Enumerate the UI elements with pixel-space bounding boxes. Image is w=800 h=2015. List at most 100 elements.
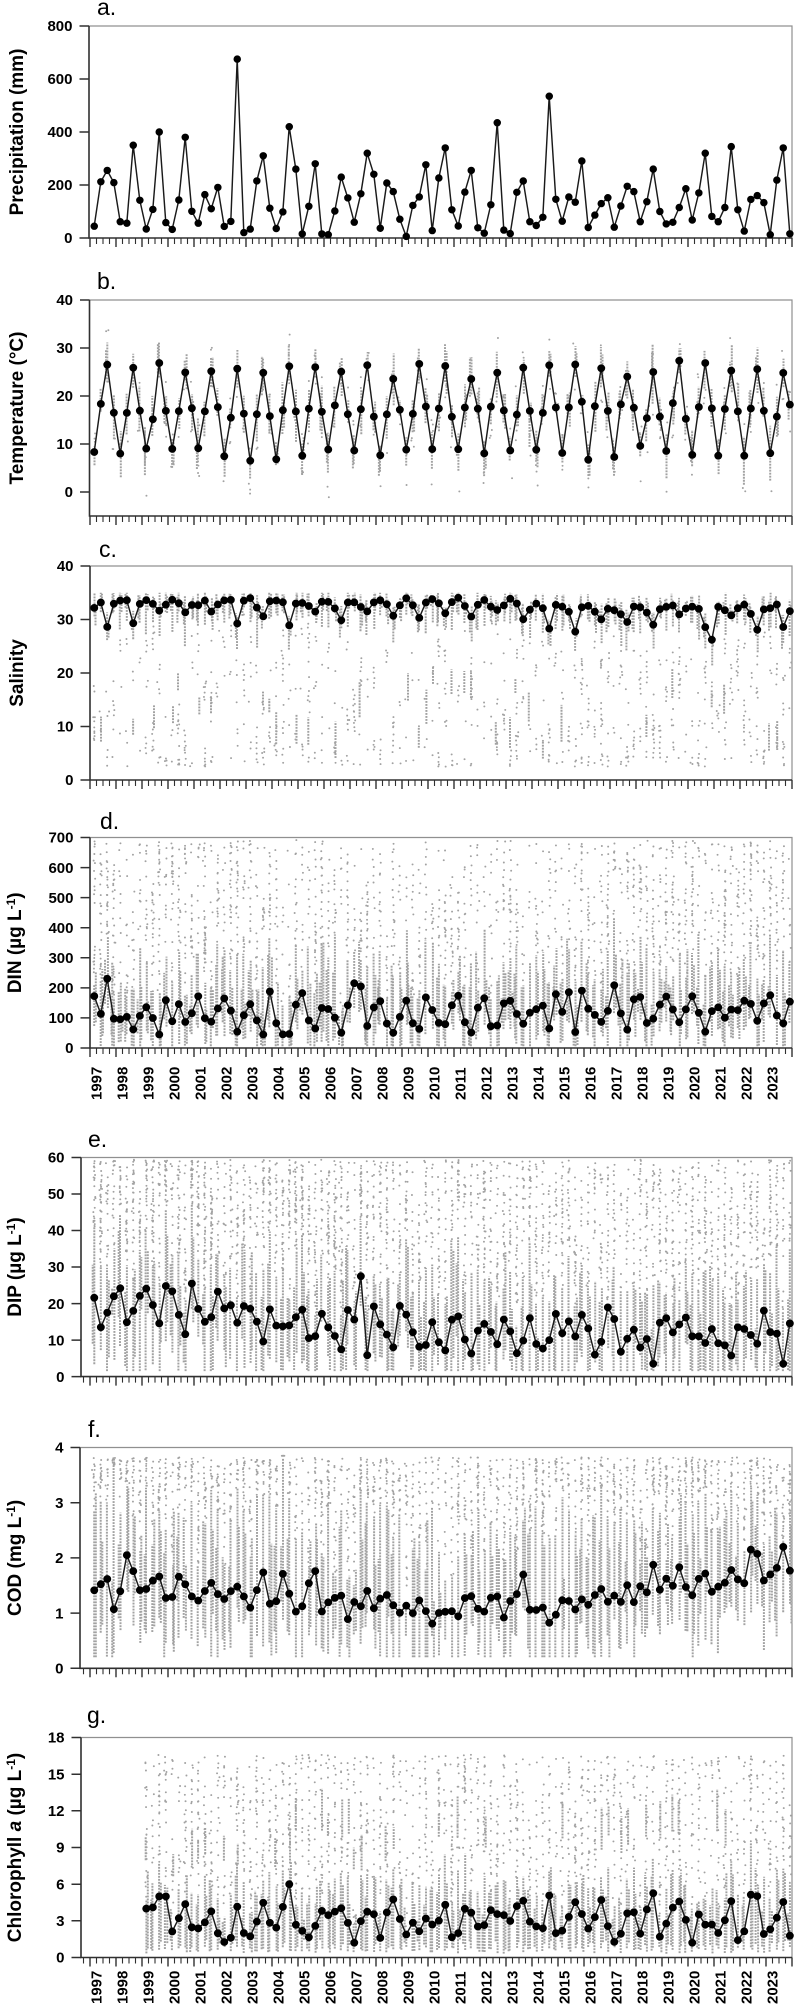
svg-text:6: 6 xyxy=(56,1876,64,1893)
svg-text:2010: 2010 xyxy=(427,1067,444,1100)
svg-text:2001: 2001 xyxy=(193,1067,210,1100)
svg-text:2018: 2018 xyxy=(635,1067,652,1100)
svg-text:30: 30 xyxy=(48,1259,65,1276)
svg-text:2018: 2018 xyxy=(635,1971,652,2004)
svg-text:d.: d. xyxy=(100,808,119,834)
svg-text:0: 0 xyxy=(65,772,73,789)
svg-text:a.: a. xyxy=(97,0,116,20)
svg-text:0: 0 xyxy=(56,1950,64,1967)
svg-text:2017: 2017 xyxy=(609,1067,626,1100)
svg-text:Precipitation (mm): Precipitation (mm) xyxy=(7,49,28,216)
svg-text:0: 0 xyxy=(65,484,73,501)
svg-text:20: 20 xyxy=(48,1296,65,1313)
svg-text:200: 200 xyxy=(48,980,73,997)
svg-text:1999: 1999 xyxy=(141,1067,158,1100)
svg-text:2021: 2021 xyxy=(713,1971,730,2004)
svg-text:30: 30 xyxy=(56,340,73,357)
svg-text:300: 300 xyxy=(48,950,73,967)
svg-text:2012: 2012 xyxy=(479,1067,496,1100)
svg-text:Temperature (°C): Temperature (°C) xyxy=(7,332,28,485)
svg-text:2015: 2015 xyxy=(557,1067,574,1100)
svg-text:2002: 2002 xyxy=(219,1971,236,2004)
svg-text:2007: 2007 xyxy=(349,1067,366,1100)
svg-text:1: 1 xyxy=(55,1605,63,1622)
svg-text:1999: 1999 xyxy=(141,1971,158,2004)
svg-text:c.: c. xyxy=(99,536,117,562)
svg-text:2015: 2015 xyxy=(557,1971,574,2004)
svg-text:2006: 2006 xyxy=(323,1067,340,1100)
svg-text:b.: b. xyxy=(97,268,116,294)
svg-text:0: 0 xyxy=(65,1040,73,1057)
svg-text:f.: f. xyxy=(88,1416,101,1442)
svg-text:600: 600 xyxy=(48,860,73,877)
svg-text:100: 100 xyxy=(48,1010,73,1027)
svg-text:0: 0 xyxy=(56,1369,64,1386)
svg-text:2020: 2020 xyxy=(687,1971,704,2004)
svg-text:2000: 2000 xyxy=(167,1971,184,2004)
svg-text:1997: 1997 xyxy=(89,1971,106,2004)
svg-text:800: 800 xyxy=(47,18,72,35)
svg-text:4: 4 xyxy=(55,1440,64,1457)
svg-text:2016: 2016 xyxy=(583,1067,600,1100)
svg-text:1998: 1998 xyxy=(115,1971,132,2004)
svg-text:2022: 2022 xyxy=(739,1067,756,1100)
svg-text:2008: 2008 xyxy=(375,1971,392,2004)
svg-text:2011: 2011 xyxy=(453,1971,470,2004)
svg-text:2004: 2004 xyxy=(271,1970,288,2004)
svg-text:2005: 2005 xyxy=(297,1971,314,2004)
svg-text:50: 50 xyxy=(48,1186,65,1203)
svg-text:2003: 2003 xyxy=(245,1067,262,1100)
svg-text:600: 600 xyxy=(47,71,72,88)
svg-text:0: 0 xyxy=(64,230,72,247)
svg-text:2009: 2009 xyxy=(401,1067,418,1100)
svg-text:2003: 2003 xyxy=(245,1971,262,2004)
svg-text:30: 30 xyxy=(57,612,74,629)
svg-text:DIP (µg L-1): DIP (µg L-1) xyxy=(4,1217,26,1316)
svg-text:10: 10 xyxy=(57,719,74,736)
svg-text:2004: 2004 xyxy=(271,1066,288,1100)
svg-text:1998: 1998 xyxy=(115,1067,132,1100)
svg-text:2011: 2011 xyxy=(453,1067,470,1100)
svg-text:700: 700 xyxy=(48,830,73,847)
svg-text:2007: 2007 xyxy=(349,1971,366,2004)
svg-text:9: 9 xyxy=(56,1840,64,1857)
svg-text:2008: 2008 xyxy=(375,1067,392,1100)
svg-text:Chlorophyll a (µg L-1): Chlorophyll a (µg L-1) xyxy=(4,1753,26,1942)
svg-text:2006: 2006 xyxy=(323,1971,340,2004)
svg-text:2017: 2017 xyxy=(609,1971,626,2004)
svg-text:400: 400 xyxy=(47,124,72,141)
svg-text:200: 200 xyxy=(47,177,72,194)
svg-text:10: 10 xyxy=(48,1332,65,1349)
svg-text:2002: 2002 xyxy=(219,1067,236,1100)
svg-text:40: 40 xyxy=(57,558,74,575)
svg-text:e.: e. xyxy=(88,1126,107,1152)
svg-text:18: 18 xyxy=(48,1730,65,1747)
svg-text:COD (mg L-1): COD (mg L-1) xyxy=(4,1500,26,1616)
svg-text:2001: 2001 xyxy=(193,1971,210,2004)
svg-text:60: 60 xyxy=(48,1150,65,1167)
svg-text:2013: 2013 xyxy=(505,1971,522,2004)
svg-text:20: 20 xyxy=(56,388,73,405)
svg-text:2023: 2023 xyxy=(765,1971,782,2004)
svg-text:2022: 2022 xyxy=(739,1971,756,2004)
svg-text:10: 10 xyxy=(56,436,73,453)
svg-text:2013: 2013 xyxy=(505,1067,522,1100)
svg-text:Salinity: Salinity xyxy=(7,639,28,707)
svg-text:12: 12 xyxy=(48,1803,65,1820)
svg-text:3: 3 xyxy=(56,1913,64,1930)
svg-text:400: 400 xyxy=(48,920,73,937)
svg-text:0: 0 xyxy=(55,1661,63,1678)
svg-text:2010: 2010 xyxy=(427,1971,444,2004)
svg-text:2019: 2019 xyxy=(661,1067,678,1100)
svg-text:2: 2 xyxy=(55,1550,63,1567)
svg-text:1997: 1997 xyxy=(89,1067,106,1100)
svg-text:2019: 2019 xyxy=(661,1971,678,2004)
svg-text:40: 40 xyxy=(56,292,73,309)
svg-text:2000: 2000 xyxy=(167,1067,184,1100)
svg-text:2021: 2021 xyxy=(713,1067,730,1100)
svg-text:2012: 2012 xyxy=(479,1971,496,2004)
svg-text:DIN (µg L-1): DIN (µg L-1) xyxy=(4,892,26,993)
svg-text:2014: 2014 xyxy=(531,1970,548,2004)
svg-text:40: 40 xyxy=(48,1223,65,1240)
svg-text:g.: g. xyxy=(87,1702,106,1728)
